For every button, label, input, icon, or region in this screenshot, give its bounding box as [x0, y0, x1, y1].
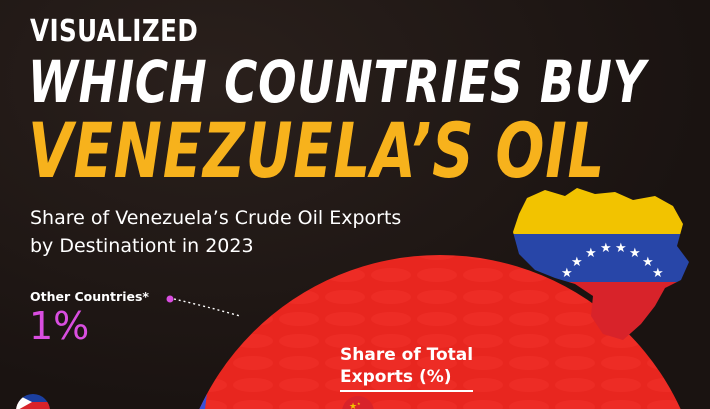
other-countries-label: Other Countries*	[30, 289, 149, 304]
svg-text:★: ★	[571, 255, 583, 270]
svg-text:★: ★	[642, 255, 654, 270]
other-countries-value: 1%	[29, 304, 90, 348]
share-of-total-label: Share of Total Exports (%)	[340, 344, 474, 392]
svg-text:★: ★	[561, 266, 573, 281]
share-label-line-1: Share of Total	[340, 345, 474, 365]
philippines-flag-icon	[16, 394, 50, 409]
svg-text:★: ★	[615, 241, 627, 256]
page-title-line-2: VENEZUELA’S OIL	[28, 106, 606, 195]
svg-text:★: ★	[629, 246, 641, 261]
svg-text:★: ★	[600, 241, 612, 256]
svg-text:★: ★	[585, 246, 597, 261]
svg-text:★: ★	[349, 402, 357, 409]
subtitle-line-2: by Destinationt in 2023	[30, 235, 254, 257]
china-flag-icon: ★ ★	[342, 396, 374, 409]
venezuela-map-flag-icon: ★ ★ ★ ★ ★ ★ ★ ★	[513, 188, 689, 340]
svg-text:★: ★	[652, 266, 664, 281]
leader-dot	[166, 295, 174, 303]
subtitle: Share of Venezuela’s Crude Oil Exports b…	[30, 204, 470, 260]
page-title-line-1: WHICH COUNTRIES BUY	[28, 48, 647, 116]
leader-line	[173, 298, 241, 317]
kicker-text: VISUALIZED	[30, 14, 199, 49]
share-label-line-2: Exports (%)	[340, 366, 474, 392]
svg-text:★: ★	[357, 401, 361, 406]
blue-slice	[175, 356, 210, 409]
subtitle-line-1: Share of Venezuela’s Crude Oil Exports	[30, 207, 402, 229]
